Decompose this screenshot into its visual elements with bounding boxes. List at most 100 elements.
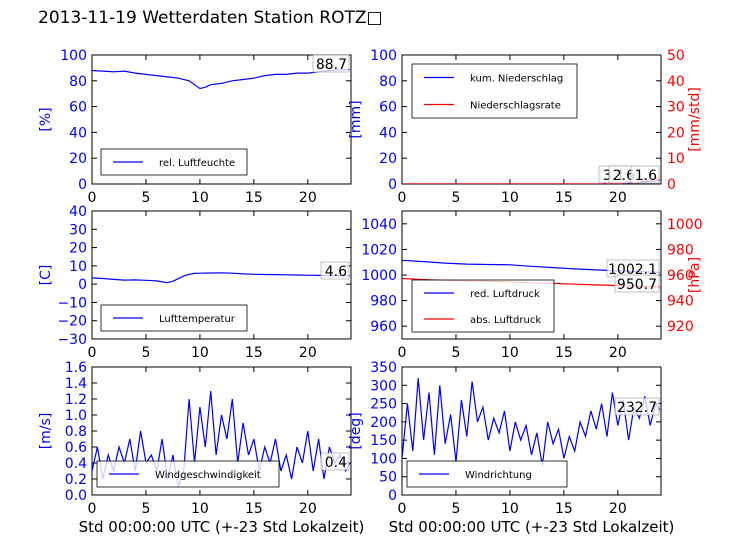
- chart-panel-pressure: 0 5 10 15 20 960 980 1000 1020 1040 920 940 960 980 10…: [361, 210, 703, 361]
- value-label: 2.6: [613, 168, 635, 184]
- value-label-box: [320, 452, 350, 471]
- y-tick-label: 300: [370, 378, 397, 394]
- y-tick-label: 0.2: [65, 472, 87, 488]
- y2-tick-label: 1000: [667, 217, 703, 233]
- y-tick-label: −20: [57, 314, 87, 330]
- y-axis-label: [mm]: [348, 100, 364, 138]
- y-tick-label: 30: [69, 222, 87, 238]
- y2-axis-label: [mm/std]: [687, 87, 703, 152]
- y-tick-label: 10: [69, 259, 87, 275]
- y-axis-label: [m/s]: [38, 413, 54, 450]
- y-tick-label: 1040: [361, 217, 397, 233]
- legend-label: Lufttemperatur: [159, 314, 236, 325]
- y-tick-label: 80: [379, 74, 397, 90]
- y-tick-label: 1020: [361, 242, 397, 258]
- series-line: [402, 377, 661, 466]
- x-tick-label: 20: [609, 190, 627, 206]
- x-tick-label: 20: [609, 501, 627, 517]
- value-label-box: [630, 165, 660, 184]
- y2-tick-label: 980: [667, 242, 694, 258]
- legend-label: kum. Niederschlag: [470, 74, 563, 85]
- y2-axis-label: [hPa]: [687, 257, 703, 293]
- y-tick-label: 0.0: [65, 488, 87, 504]
- y-tick-label: 100: [370, 451, 397, 467]
- y-tick-label: 1.4: [65, 376, 87, 392]
- legend-label: red. Luftdruck: [470, 289, 540, 300]
- y-tick-label: 1.6: [65, 360, 87, 376]
- x-tick-label: 10: [191, 190, 209, 206]
- chart-panel-precipitation: 0 5 10 15 20 0 20 40 60 80 100 0 10 20 30 40 50 [mm] [mm/s…: [348, 48, 703, 206]
- y-tick-label: 0: [78, 177, 87, 193]
- y-tick-label: 0.8: [65, 424, 87, 440]
- value-label-box: [614, 274, 660, 293]
- y-tick-label: 20: [69, 241, 87, 257]
- page-title: 2013-11-19 Wetterdaten Station ROTZ□: [38, 8, 383, 28]
- legend-box: [411, 279, 555, 333]
- y2-tick-label: 0: [667, 177, 676, 193]
- legend-label: rel. Luftfeuchte: [159, 158, 235, 169]
- y-tick-label: 0: [388, 177, 397, 193]
- legend-label: Niederschlagsrate: [470, 101, 561, 112]
- y2-tick-label: 960: [667, 268, 694, 284]
- y-axis-label: [deg]: [348, 412, 364, 449]
- y2-tick-label: 40: [667, 74, 685, 90]
- value-label: 1002.1: [608, 262, 657, 278]
- x-tick-label: 20: [299, 501, 317, 517]
- x-tick-label: 0: [88, 345, 97, 361]
- x-tick-label: 5: [141, 190, 150, 206]
- y-tick-label: 1.0: [65, 408, 87, 424]
- y-tick-label: 20: [69, 151, 87, 167]
- x-tick-label: 20: [299, 345, 317, 361]
- y-tick-label: 0: [78, 277, 87, 293]
- y-tick-label: 60: [69, 100, 87, 116]
- y-tick-label: 0.4: [65, 456, 87, 472]
- x-tick-label: 10: [501, 190, 519, 206]
- value-label: 88.7: [316, 57, 347, 73]
- x-tick-label: 10: [501, 501, 519, 517]
- x-tick-label: 15: [555, 501, 573, 517]
- y-axis-label: [C]: [38, 265, 54, 286]
- y-tick-label: 40: [379, 125, 397, 141]
- value-label-box: [312, 54, 350, 73]
- x-tick-label: 0: [398, 501, 407, 517]
- series-line: [92, 69, 350, 90]
- y-tick-label: 100: [370, 48, 397, 64]
- y-tick-label: 350: [370, 360, 397, 376]
- value-label-box: [320, 261, 350, 280]
- y-tick-label: 250: [370, 397, 397, 413]
- x-tick-label: 10: [501, 345, 519, 361]
- legend-box: [411, 63, 578, 119]
- legend-label: Windrichtung: [465, 470, 532, 481]
- y2-tick-label: 20: [667, 125, 685, 141]
- x-tick-label: 5: [451, 190, 460, 206]
- x-tick-label: 20: [299, 190, 317, 206]
- plot-frame: [91, 54, 352, 185]
- y-tick-label: 50: [379, 470, 397, 486]
- value-label: 950.7: [617, 277, 657, 293]
- y-tick-label: 80: [69, 74, 87, 90]
- y-tick-label: 40: [69, 125, 87, 141]
- y-tick-label: −10: [57, 295, 87, 311]
- y2-tick-label: 920: [667, 319, 694, 335]
- y-tick-label: 100: [60, 48, 87, 64]
- y-axis-label: [%]: [38, 107, 54, 131]
- x-tick-label: 15: [245, 190, 263, 206]
- value-label: 1.6: [635, 168, 657, 184]
- x-tick-label: 0: [398, 345, 407, 361]
- y-tick-label: 0.6: [65, 440, 87, 456]
- y-tick-label: 200: [370, 415, 397, 431]
- y-tick-label: 150: [370, 433, 397, 449]
- x-tick-label: 5: [141, 501, 150, 517]
- y-tick-label: 1.2: [65, 392, 87, 408]
- y-tick-label: 960: [370, 319, 397, 335]
- legend-label: Windgeschwindigkeit: [155, 470, 261, 481]
- x-tick-label: 5: [451, 345, 460, 361]
- x-tick-label: 0: [88, 501, 97, 517]
- y-tick-label: 1000: [361, 268, 397, 284]
- plot-frame: [401, 366, 662, 496]
- y-tick-label: 20: [379, 151, 397, 167]
- legend-box: [96, 460, 280, 488]
